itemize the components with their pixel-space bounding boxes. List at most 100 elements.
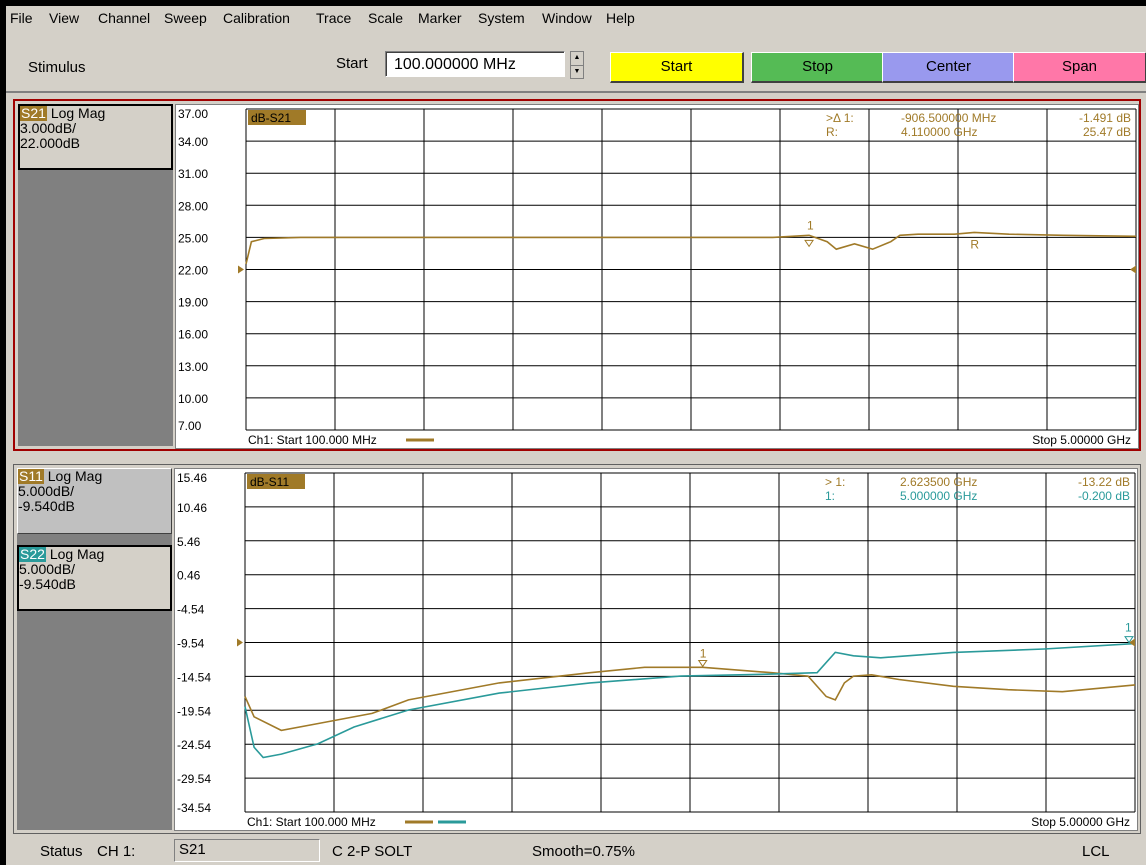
reference-marker-symbol: R bbox=[970, 237, 979, 251]
y-tick-label: 16.00 bbox=[178, 328, 208, 342]
marker-readout-label: >Δ 1: bbox=[826, 111, 854, 125]
frequency-spinner[interactable]: ▲ ▼ bbox=[570, 51, 584, 79]
plot-area-1[interactable]: 37.00 34.00 31.00 28.00 25.00 22.00 19.00 16.00… bbox=[175, 104, 1139, 449]
trace-line-s21 bbox=[245, 231, 1137, 265]
marker-readout-label: > 1: bbox=[825, 475, 845, 489]
vna-application: File View Channel Sweep Calibration Trac… bbox=[6, 6, 1146, 865]
marker-symbol: 1 bbox=[807, 218, 814, 232]
stop-button[interactable]: Stop bbox=[751, 52, 885, 83]
trace-s11-ref: -9.540dB bbox=[18, 498, 75, 514]
reference-arrow-left bbox=[238, 265, 244, 274]
start-frequency-input[interactable]: 100.000000 MHz bbox=[385, 51, 565, 77]
trace-s22-format: Log Mag bbox=[49, 546, 105, 562]
status-smoothing: Smooth=0.75% bbox=[532, 843, 635, 860]
y-tick-label: 37.00 bbox=[178, 107, 208, 121]
marker-triangle-s22 bbox=[1124, 636, 1134, 644]
marker-readout-amplitude: -1.491 dB bbox=[1079, 111, 1131, 125]
menu-window[interactable]: Window bbox=[542, 10, 592, 26]
s11-s22-chart: 15.46 10.46 5.46 0.46 -4.54 -9.54 -14.54 -19.54… bbox=[177, 471, 1136, 829]
stimulus-toolbar: Stimulus Start 100.000000 MHz ▲ ▼ Start … bbox=[6, 35, 1146, 87]
menu-sweep[interactable]: Sweep bbox=[164, 10, 207, 26]
trace-s21-scale: 3.000dB/ bbox=[20, 120, 77, 136]
trace-s22-name: S22 bbox=[19, 546, 46, 562]
trace-title-tag-bg bbox=[248, 110, 306, 125]
trace-s22-box[interactable]: S22 Log Mag 5.000dB/ -9.540dB bbox=[17, 545, 172, 611]
y-tick-label: 22.00 bbox=[178, 264, 208, 278]
menu-help[interactable]: Help bbox=[606, 10, 635, 26]
menu-scale[interactable]: Scale bbox=[368, 10, 404, 26]
s21-chart: 37.00 34.00 31.00 28.00 25.00 22.00 19.00 16.00… bbox=[178, 107, 1137, 447]
menu-view[interactable]: View bbox=[49, 10, 80, 26]
trace-title-tag: dB-S11 bbox=[250, 475, 289, 489]
menu-marker[interactable]: Marker bbox=[418, 10, 462, 26]
status-mode: LCL bbox=[1082, 843, 1110, 860]
y-tick-label: 0.46 bbox=[177, 569, 201, 583]
y-tick-label: 15.46 bbox=[177, 471, 207, 485]
measurement-window-1: S21 Log Mag 3.000dB/ 22.000dB 37.00 34.00… bbox=[13, 99, 1141, 451]
marker-readout-label: 1: bbox=[825, 489, 835, 503]
marker-symbol-s11: 1 bbox=[700, 646, 707, 660]
spin-up-icon[interactable]: ▲ bbox=[571, 52, 583, 66]
y-tick-label: 31.00 bbox=[178, 167, 208, 181]
sweep-stop-label: Stop 5.00000 GHz bbox=[1031, 815, 1130, 829]
reference-arrow-right bbox=[1130, 265, 1136, 274]
status-channel: CH 1: bbox=[97, 843, 136, 860]
spin-down-icon[interactable]: ▼ bbox=[573, 68, 581, 75]
y-tick-label: 34.00 bbox=[178, 135, 208, 149]
marker-readout-amplitude: 25.47 dB bbox=[1083, 125, 1131, 139]
marker-readout-label: R: bbox=[826, 125, 838, 139]
y-tick-label: 7.00 bbox=[178, 419, 202, 433]
y-tick-label: 19.00 bbox=[178, 296, 208, 310]
menu-calibration[interactable]: Calibration bbox=[223, 10, 290, 26]
marker-readout-value: 4.110000 GHz bbox=[901, 125, 978, 139]
trace-s11-format: Log Mag bbox=[47, 468, 103, 484]
center-button[interactable]: Center bbox=[882, 52, 1016, 83]
status-calibration: C 2-P SOLT bbox=[332, 843, 413, 860]
status-bar: Status CH 1: S21 C 2-P SOLT Smooth=0.75%… bbox=[6, 836, 1146, 865]
y-tick-label: -24.54 bbox=[177, 738, 211, 752]
trace-s21-format: Log Mag bbox=[50, 105, 106, 121]
trace-s21-ref: 22.000dB bbox=[20, 135, 80, 151]
status-active-trace[interactable]: S21 bbox=[174, 839, 320, 862]
trace-s11-box[interactable]: S11 Log Mag 5.000dB/ -9.540dB bbox=[17, 468, 172, 534]
menu-channel[interactable]: Channel bbox=[98, 10, 151, 26]
y-tick-label: 13.00 bbox=[178, 360, 208, 374]
marker-triangle bbox=[804, 239, 814, 248]
marker-readout-value: 2.623500 GHz bbox=[900, 475, 977, 489]
y-tick-label: -9.54 bbox=[177, 637, 205, 651]
y-tick-label: -34.54 bbox=[177, 801, 211, 815]
sweep-stop-label: Stop 5.00000 GHz bbox=[1032, 433, 1131, 447]
sweep-start-label: Ch1: Start 100.000 MHz bbox=[247, 815, 376, 829]
measurement-window-2: S11 Log Mag 5.000dB/ -9.540dB S22 Log Ma… bbox=[13, 464, 1141, 834]
plot-area-2[interactable]: 15.46 10.46 5.46 0.46 -4.54 -9.54 -14.54 -19.54… bbox=[174, 468, 1138, 831]
trace-title-tag: dB-S21 bbox=[251, 111, 291, 125]
menu-trace[interactable]: Trace bbox=[316, 10, 352, 26]
start-button[interactable]: Start bbox=[610, 52, 744, 83]
y-tick-label: 5.46 bbox=[177, 535, 201, 549]
y-tick-label: -14.54 bbox=[177, 670, 211, 684]
trace-s11-name: S11 bbox=[18, 468, 44, 484]
y-tick-label: 10.46 bbox=[177, 501, 207, 515]
y-tick-label: -19.54 bbox=[177, 704, 211, 718]
trace-line-s22 bbox=[244, 642, 1136, 759]
status-label: Status bbox=[40, 843, 83, 860]
trace-s11-scale: 5.000dB/ bbox=[18, 483, 75, 499]
reference-arrow-right bbox=[1129, 638, 1135, 647]
trace-s22-ref: -9.540dB bbox=[19, 576, 76, 592]
marker-symbol-s22: 1 bbox=[1125, 621, 1132, 635]
trace-s21-box[interactable]: S21 Log Mag 3.000dB/ 22.000dB bbox=[18, 104, 173, 170]
span-button[interactable]: Span bbox=[1013, 52, 1146, 83]
toolbar-separator bbox=[6, 91, 1146, 93]
menu-bar: File View Channel Sweep Calibration Trac… bbox=[6, 6, 1146, 32]
menu-system[interactable]: System bbox=[478, 10, 525, 26]
marker-readout-amplitude: -13.22 dB bbox=[1078, 475, 1130, 489]
start-field-label: Start bbox=[336, 55, 368, 72]
y-tick-label: 28.00 bbox=[178, 199, 208, 213]
marker-readout-value: -906.500000 MHz bbox=[901, 111, 996, 125]
marker-readout-value: 5.000000 GHz bbox=[900, 489, 977, 503]
stimulus-label: Stimulus bbox=[28, 59, 86, 76]
sweep-start-label: Ch1: Start 100.000 MHz bbox=[248, 433, 377, 447]
trace-s22-scale: 5.000dB/ bbox=[19, 561, 76, 577]
y-tick-label: -4.54 bbox=[177, 603, 205, 617]
menu-file[interactable]: File bbox=[10, 10, 33, 26]
